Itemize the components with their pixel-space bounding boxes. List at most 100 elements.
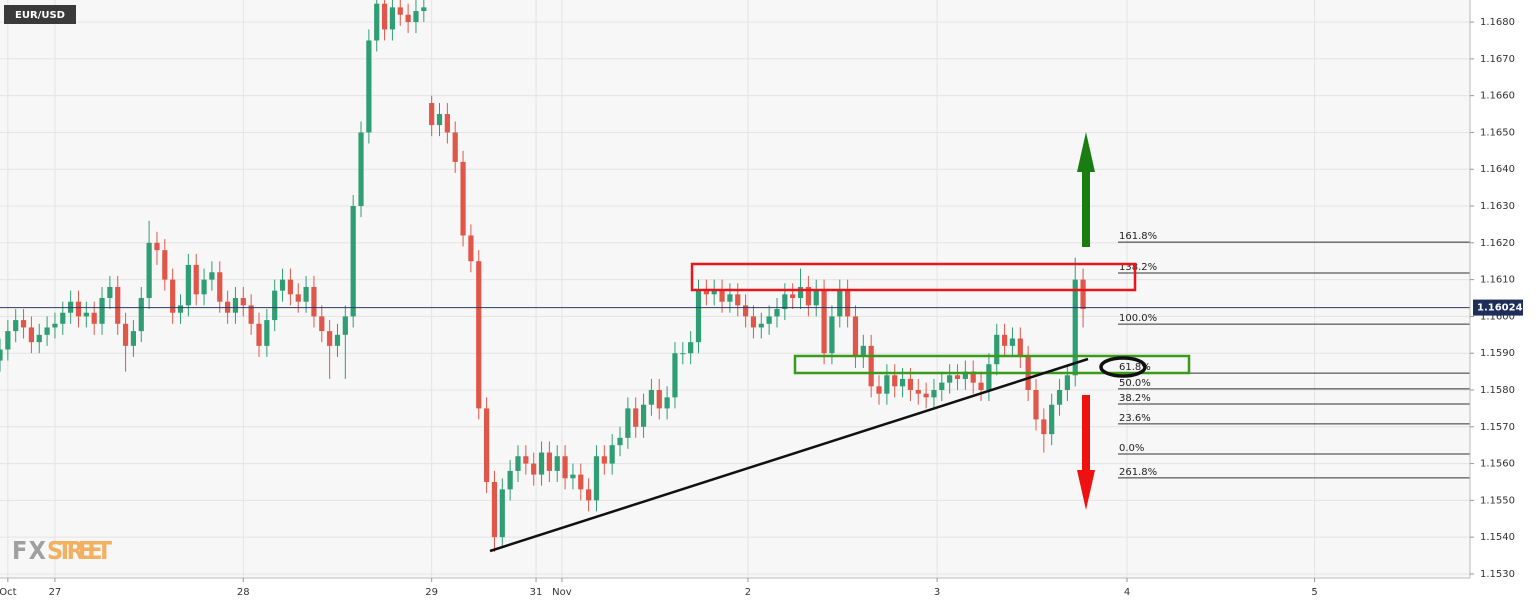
candle-body — [193, 264, 199, 295]
candle-body — [319, 316, 325, 332]
y-tick-label: 1.1680 — [1480, 17, 1515, 28]
fib-label: 50.0% — [1119, 378, 1151, 389]
candle-body — [656, 389, 662, 409]
y-tick-label: 1.1580 — [1480, 385, 1515, 396]
candle-body — [476, 261, 482, 409]
candle-body — [554, 456, 560, 471]
candle-body — [515, 456, 521, 471]
candle-body — [664, 397, 670, 409]
candle-body — [0, 349, 3, 361]
candle-body — [185, 264, 191, 306]
x-tick-label: 4 — [1124, 587, 1130, 598]
candle-body — [939, 382, 945, 390]
candle-body — [240, 298, 246, 306]
candle-body — [750, 316, 757, 328]
candle-body — [947, 375, 953, 383]
candle-body — [483, 408, 490, 482]
candle-body — [452, 132, 458, 162]
fib-label: 0.0% — [1119, 443, 1144, 454]
resistance-box — [690, 262, 1137, 292]
candle-body — [311, 286, 317, 317]
x-tick-label: 28 — [237, 587, 250, 598]
y-tick-label: 1.1540 — [1480, 532, 1515, 543]
fib-label: 161.8% — [1119, 231, 1157, 242]
candle-body — [813, 290, 819, 306]
candle-body — [436, 114, 443, 126]
candle-body — [954, 375, 961, 379]
candle-body — [5, 331, 11, 350]
candle-body — [719, 290, 725, 302]
chart-title: EUR/USD — [15, 10, 65, 21]
y-tick-label: 1.1670 — [1480, 54, 1515, 65]
x-tick-label: Nov — [552, 587, 572, 598]
candle-body — [688, 342, 694, 354]
candle-body — [83, 312, 89, 317]
candle-body — [232, 298, 239, 313]
candle-body — [640, 404, 647, 427]
up-arrow-shaft — [1082, 170, 1090, 247]
candle-body — [829, 316, 835, 354]
candle-body — [931, 389, 937, 398]
candle-body — [538, 452, 545, 475]
candle-body — [782, 294, 788, 310]
candle-body — [389, 7, 396, 30]
candle-body — [60, 312, 66, 324]
candle-body — [499, 489, 505, 538]
candle-body — [115, 286, 121, 324]
candle-body — [986, 364, 992, 390]
candle-body — [358, 132, 364, 207]
candle-body — [279, 279, 286, 291]
highlight-ellipse — [1099, 356, 1147, 378]
candle-body — [609, 445, 615, 464]
candle-body — [209, 272, 215, 280]
candle-body — [742, 305, 749, 317]
candle-body — [735, 294, 741, 306]
candle-body — [766, 316, 772, 324]
candle-body — [272, 290, 278, 321]
candle-body — [593, 456, 600, 501]
candle-body — [1041, 419, 1047, 435]
candle-body — [531, 463, 537, 475]
candle-body — [884, 375, 890, 394]
candle-body — [162, 250, 168, 280]
candle-body — [397, 7, 403, 15]
x-axis-area — [0, 578, 1536, 604]
fib-label: 38.2% — [1119, 393, 1151, 404]
candle-body — [413, 11, 419, 23]
candle-body — [899, 378, 906, 387]
candle-body — [852, 316, 859, 357]
candle-body — [860, 345, 866, 357]
x-tick-label: 31 — [530, 587, 543, 598]
watermark-street: STREET — [47, 536, 113, 565]
axes: 1.1530 1.1540 1.1550 1.1560 1.1570 1.1580 1.15… — [0, 17, 1523, 598]
candle-body — [1049, 404, 1055, 435]
last-price-label: 1.16024 — [1477, 303, 1523, 314]
y-tick-label: 1.1630 — [1480, 201, 1515, 212]
support-box — [793, 354, 1191, 375]
y-tick-label: 1.1590 — [1480, 348, 1515, 359]
candle-body — [350, 206, 356, 317]
candle-body — [327, 331, 333, 346]
x-tick-label: 3 — [934, 587, 940, 598]
last-price-tag — [1473, 299, 1523, 316]
candle-body — [421, 7, 427, 12]
candle-body — [876, 386, 882, 394]
candle-body — [170, 279, 176, 313]
watermark-fx: FX — [12, 536, 46, 565]
y-tick-label: 1.1560 — [1480, 459, 1515, 470]
candle-body — [790, 294, 796, 299]
candle-body — [892, 375, 898, 387]
candle-body — [287, 279, 293, 295]
candles — [0, 0, 1470, 552]
candle-body — [703, 290, 709, 295]
candle-body — [334, 334, 341, 346]
title-box — [4, 5, 76, 24]
trendline — [489, 357, 1089, 553]
candle-body — [923, 393, 929, 398]
candle-body — [177, 305, 184, 313]
candle-body — [907, 378, 914, 390]
candle-body — [429, 103, 435, 126]
candle-body — [1056, 389, 1063, 405]
candle-body — [13, 320, 19, 332]
